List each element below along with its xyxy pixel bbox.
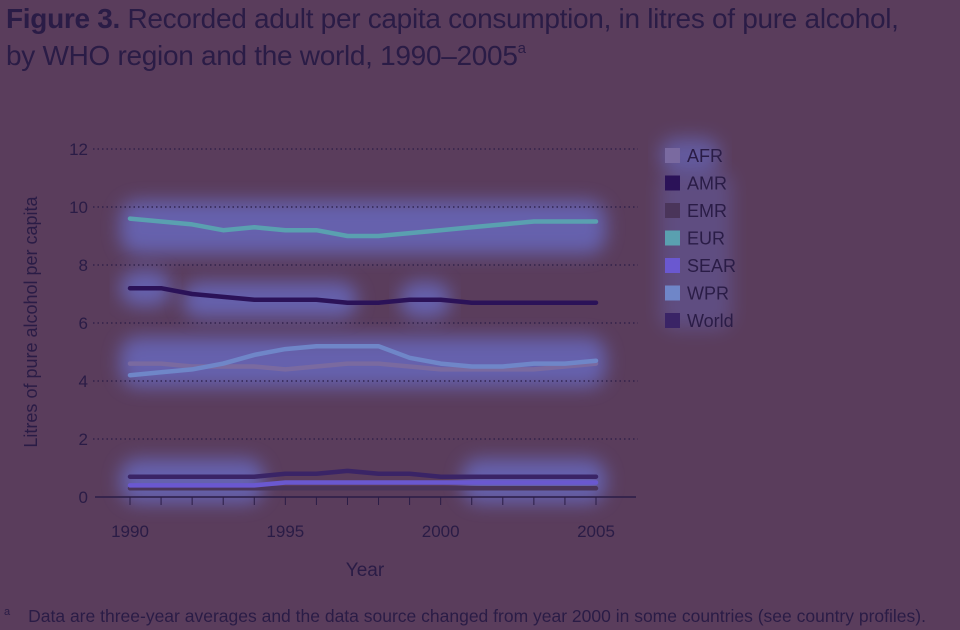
highlight-halo (120, 200, 606, 254)
axes: 0 2 4 6 8 10 12 1990 1995 2000 2005 (69, 140, 636, 541)
figure-title: Figure 3. Recorded adult per capita cons… (6, 0, 956, 74)
x-tick-label: 1990 (111, 522, 149, 541)
legend-swatch-wpr (665, 285, 680, 301)
x-tick-label: 1995 (266, 522, 304, 541)
title-line-1: Figure 3. Recorded adult per capita cons… (6, 0, 956, 37)
y-tick-label: 8 (79, 256, 88, 275)
y-axis-label: Litres of pure alcohol per capita (21, 195, 41, 447)
x-tick-label: 2000 (422, 522, 460, 541)
legend-label-afr: AFR (687, 146, 723, 166)
series-lines (127, 216, 599, 491)
title-line-2: by WHO region and the world, 1990–2005a (6, 37, 956, 74)
title-text-1: Recorded adult per capita consumption, i… (127, 3, 899, 34)
legend-swatch-amr (665, 175, 680, 191)
y-tick-label: 4 (79, 372, 88, 391)
series-line-sear (127, 480, 599, 488)
legend-swatch-world (665, 313, 680, 328)
footnote: a Data are three-year averages and the da… (4, 600, 956, 628)
series-line-amr (127, 285, 599, 305)
series-line-eur (127, 216, 599, 239)
footnote-text: Data are three-year averages and the dat… (28, 605, 926, 626)
legend-label-amr: AMR (687, 174, 727, 194)
gridlines (93, 148, 638, 440)
y-tick-label: 12 (69, 140, 88, 159)
y-tick-label: 2 (79, 430, 88, 449)
x-axis-label: Year (346, 560, 385, 581)
series-line-wpr (127, 343, 599, 378)
legend-swatch-emr (665, 203, 680, 218)
legend: AFR AMR EMR EUR SEAR WPR World (665, 146, 736, 331)
series-line-world (127, 468, 599, 479)
legend-label-wpr: WPR (687, 284, 729, 304)
highlight-halos (120, 138, 732, 504)
y-tick-label: 0 (79, 488, 88, 507)
figure-label: Figure 3. (6, 3, 120, 34)
legend-swatch-sear (665, 258, 680, 273)
y-tick-label: 10 (69, 198, 88, 217)
legend-swatch-afr (665, 148, 680, 163)
highlight-halo (120, 458, 265, 504)
x-tick-label: 2005 (577, 522, 615, 541)
legend-swatch-eur (665, 230, 680, 246)
legend-label-eur: EUR (687, 229, 725, 249)
title-text-2: by WHO region and the world, 1990–2005 (6, 40, 518, 71)
legend-label-emr: EMR (687, 201, 727, 221)
legend-halo (660, 170, 732, 330)
title-footnote-marker: a (517, 39, 526, 57)
legend-label-world: World (687, 311, 734, 331)
y-tick-label: 6 (79, 314, 88, 333)
footnote-marker: a (4, 606, 11, 618)
legend-label-sear: SEAR (687, 256, 736, 276)
legend-halo (660, 138, 720, 172)
